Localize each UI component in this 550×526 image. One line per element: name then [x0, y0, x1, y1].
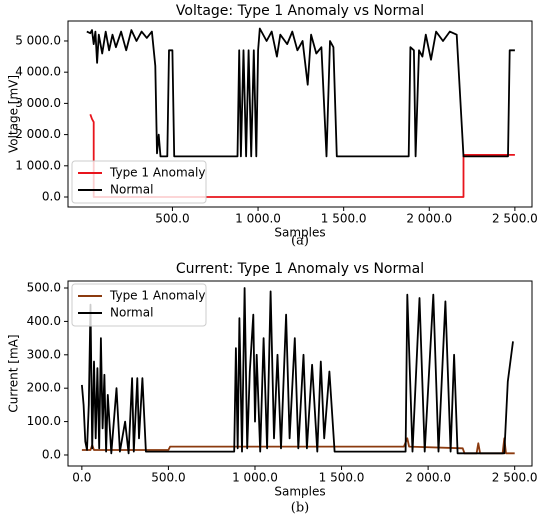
legend-box — [71, 283, 207, 327]
series-line — [81, 437, 515, 455]
chart-title: Voltage: Type 1 Anomaly vs Normal — [176, 3, 424, 19]
y-tick-label: 1 000.0 — [15, 158, 61, 172]
caption: (a) — [291, 234, 309, 249]
y-tick-label: 200.0 — [27, 381, 61, 395]
caption: (b) — [291, 501, 309, 516]
y-tick-label: 5 000.0 — [15, 33, 61, 47]
y-tick-label: 300.0 — [27, 347, 61, 361]
y-axis-label: Voltage [mV] — [7, 75, 21, 153]
x-axis-label: Samples — [274, 485, 325, 499]
x-tick-label: 1 000.0 — [235, 212, 281, 226]
legend-label: Type 1 Anomaly — [109, 289, 205, 303]
y-tick-label: 400.0 — [27, 314, 61, 328]
legend-label: Type 1 Anomaly — [109, 166, 205, 180]
y-tick-label: 4 000.0 — [15, 65, 61, 79]
x-tick-label: 1 500.0 — [321, 212, 367, 226]
x-tick-label: 2 000.0 — [405, 471, 451, 485]
x-tick-label: 2 500.0 — [492, 471, 538, 485]
y-tick-label: 100.0 — [27, 414, 61, 428]
y-tick-label: 0.0 — [42, 447, 61, 461]
x-tick-label: 2 500.0 — [492, 212, 538, 226]
series-line — [86, 27, 515, 158]
legend-label: Normal — [110, 306, 153, 320]
plot-frame — [67, 20, 533, 208]
y-tick-label: 500.0 — [27, 281, 61, 295]
series-line — [81, 287, 514, 455]
x-tick-label: 1 500.0 — [319, 471, 365, 485]
x-tick-label: 1 000.0 — [232, 471, 278, 485]
x-tick-label: 2 000.0 — [406, 212, 452, 226]
x-axis-label: Samples — [274, 226, 325, 240]
chart-title: Current: Type 1 Anomaly vs Normal — [176, 261, 424, 277]
y-tick-label: 2 000.0 — [15, 127, 61, 141]
legend-label: Normal — [110, 183, 153, 197]
legend-box — [71, 160, 207, 204]
y-tick-label: 3 000.0 — [15, 96, 61, 110]
x-tick-label: 500.0 — [151, 471, 185, 485]
x-tick-label: 0.0 — [72, 471, 91, 485]
x-tick-label: 500.0 — [155, 212, 189, 226]
y-tick-label: 0.0 — [42, 190, 61, 204]
plot-frame — [67, 280, 533, 467]
y-axis-label: Current [mA] — [7, 334, 21, 412]
